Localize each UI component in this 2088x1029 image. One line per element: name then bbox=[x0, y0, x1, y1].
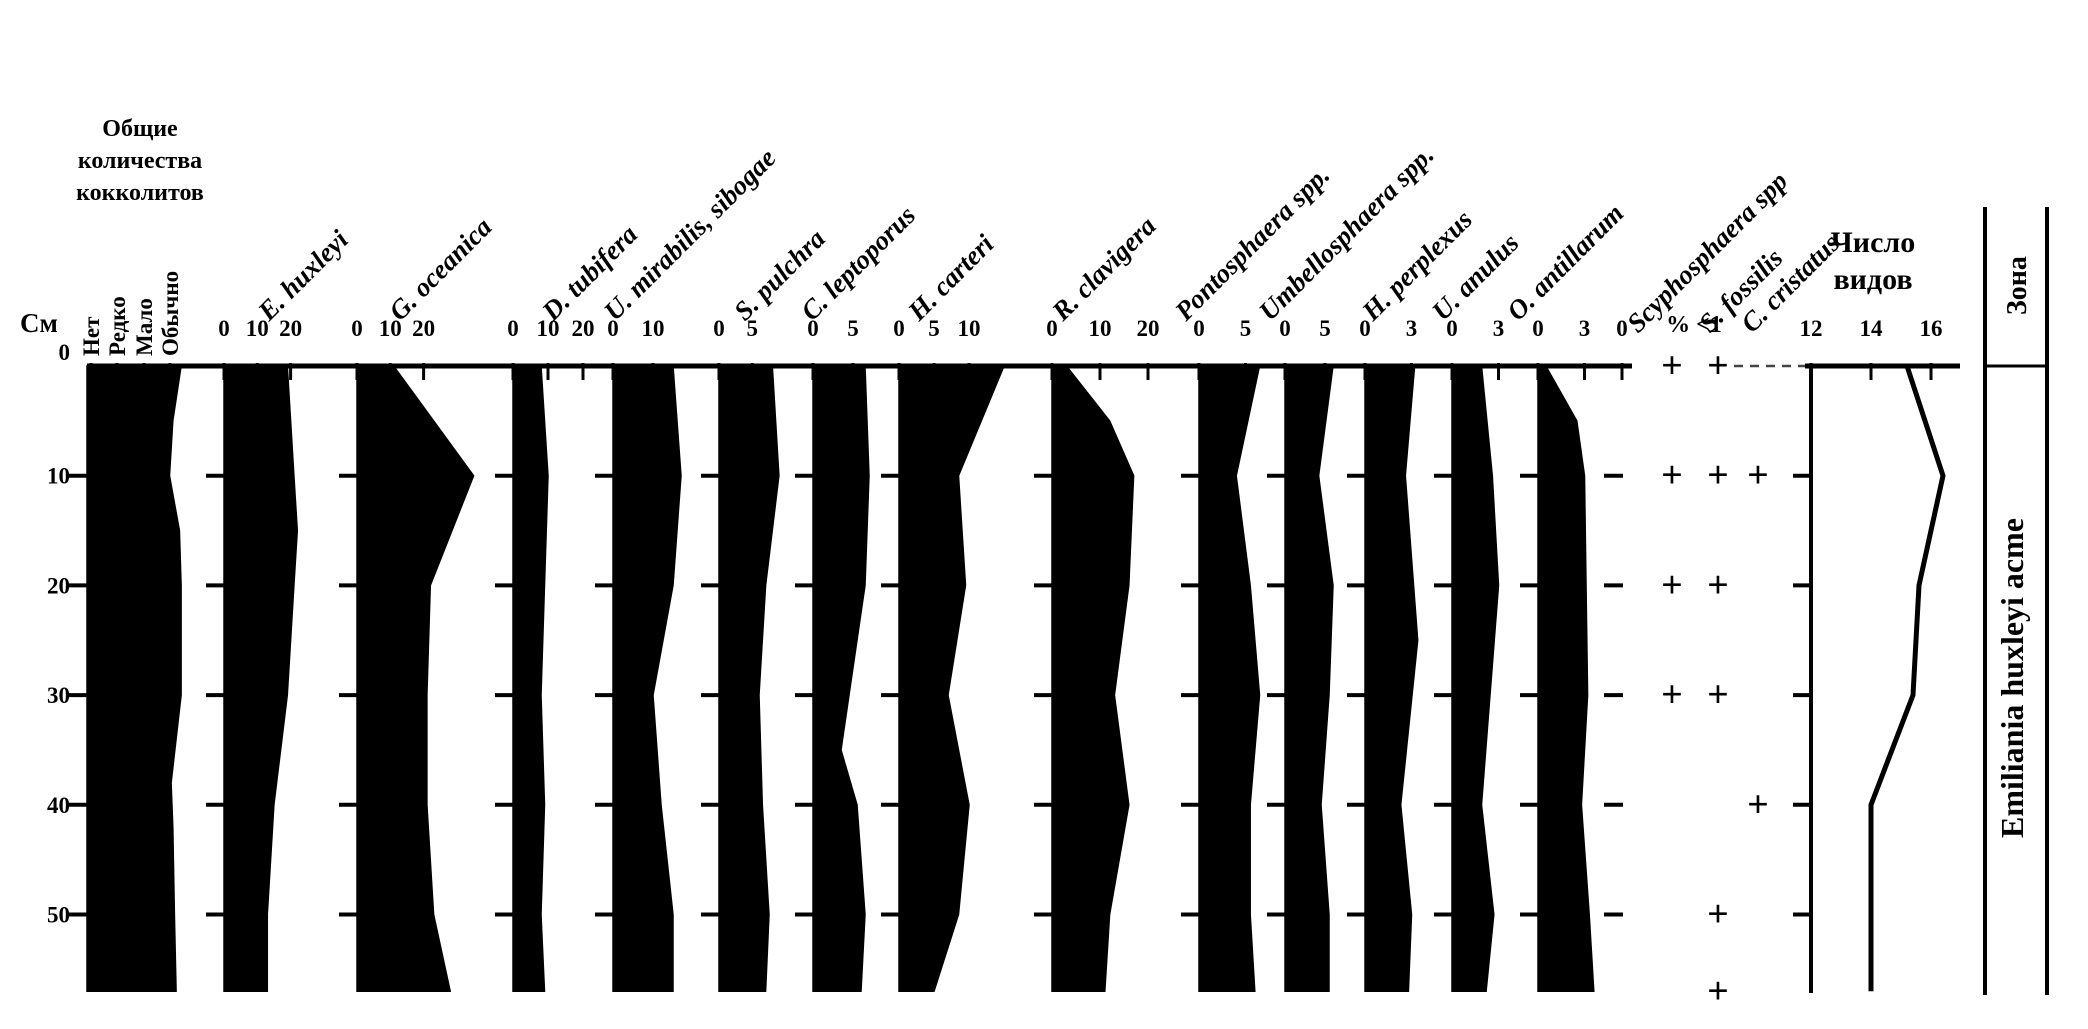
rare-zero-label: 0 bbox=[1616, 316, 1628, 341]
profile-g-oceanica bbox=[356, 365, 475, 993]
plus-mark: + bbox=[1707, 564, 1729, 606]
profile-u-anulus bbox=[1451, 365, 1500, 993]
profile-h-perplexus bbox=[1364, 365, 1419, 993]
scale-label: 0 bbox=[1279, 316, 1291, 341]
scale-label: 10 bbox=[379, 316, 402, 341]
scale-label: 3 bbox=[1579, 316, 1591, 341]
total-header-line-1: Общие bbox=[102, 116, 178, 142]
species-count-line bbox=[1868, 365, 1946, 992]
scale-label: 3 bbox=[1493, 316, 1505, 341]
species-name-label: R. clavigera bbox=[1045, 211, 1161, 327]
plus-mark: + bbox=[1661, 455, 1683, 497]
depth-axis-unit-label: См bbox=[20, 308, 58, 338]
profile-d-tubifera bbox=[512, 365, 549, 993]
profile-r-clavigera bbox=[1051, 365, 1135, 993]
scale-label: 5 bbox=[747, 316, 759, 341]
profile-pontosphaera-spp- bbox=[1198, 365, 1261, 993]
scale-label: 5 bbox=[1240, 316, 1252, 341]
count-scale-label: 14 bbox=[1860, 316, 1884, 341]
scale-label: 20 bbox=[279, 316, 302, 341]
plus-mark: + bbox=[1707, 674, 1729, 716]
profile-h-carteri bbox=[898, 365, 1006, 993]
scale-label: 10 bbox=[958, 316, 981, 341]
species-count-header: Число видов bbox=[1798, 224, 1948, 298]
scale-label: 0 bbox=[1193, 316, 1205, 341]
profile-e-huxleyi bbox=[223, 365, 299, 993]
scale-label: 0 bbox=[1046, 316, 1058, 341]
depth-label: 50 bbox=[47, 903, 70, 928]
depth-label: 40 bbox=[47, 793, 70, 818]
depth-label: 10 bbox=[47, 464, 70, 489]
scale-label: 0 bbox=[807, 316, 819, 341]
species-name-label: H. carteri bbox=[901, 228, 1000, 327]
plus-mark: + bbox=[1661, 564, 1683, 606]
category-label: Редко bbox=[105, 296, 130, 356]
plus-mark: + bbox=[1747, 784, 1769, 826]
profile-o-antillarum bbox=[1537, 365, 1595, 993]
plus-mark: + bbox=[1661, 345, 1683, 387]
plus-mark: + bbox=[1707, 970, 1729, 1012]
species-name-label: Pontosphaera spp. bbox=[1168, 160, 1335, 327]
depth-label: 30 bbox=[47, 683, 70, 708]
species-name-label: E. huxleyi bbox=[251, 224, 354, 327]
plus-mark: + bbox=[1707, 455, 1729, 497]
zone-name-label: Emiliania huxleyi acme bbox=[1994, 518, 2030, 838]
species-count-header-line-1: Число bbox=[1830, 226, 1916, 259]
scale-label: 0 bbox=[1446, 316, 1458, 341]
species-name-label: C. leptoporus bbox=[795, 200, 921, 326]
scale-label: 0 bbox=[893, 316, 905, 341]
species-name-label: G. oceanica bbox=[383, 212, 498, 327]
scale-label: 0 bbox=[507, 316, 519, 341]
species-name-label: O. antillarum bbox=[1501, 198, 1629, 326]
profile-c-leptoporus bbox=[812, 365, 870, 993]
plus-mark: + bbox=[1707, 345, 1729, 387]
species-count-header-line-2: видов bbox=[1833, 263, 1913, 296]
scale-label: 0 bbox=[607, 316, 619, 341]
rare-percent-note: % <1 bbox=[1666, 312, 1722, 338]
total-header-line-3: кокколитов bbox=[76, 180, 204, 206]
profile-total-abundance bbox=[86, 365, 182, 993]
scale-label: 0 bbox=[713, 316, 725, 341]
scale-label: 5 bbox=[847, 316, 859, 341]
total-header-line-2: количества bbox=[77, 148, 203, 174]
scale-label: 10 bbox=[642, 316, 665, 341]
count-scale-label: 16 bbox=[1920, 316, 1943, 341]
plus-mark: + bbox=[1747, 455, 1769, 497]
scale-label: 5 bbox=[1319, 316, 1331, 341]
scale-label: 0 bbox=[1359, 316, 1371, 341]
profile-u-mirabilis-sibogae bbox=[612, 365, 682, 993]
category-label: Обычно bbox=[158, 271, 183, 356]
category-label: Нет bbox=[79, 316, 104, 356]
depth-label: 20 bbox=[47, 573, 70, 598]
scale-label: 0 bbox=[351, 316, 363, 341]
scale-label: 10 bbox=[537, 316, 560, 341]
total-abundance-header: Общие количества кокколитов bbox=[57, 113, 223, 209]
count-scale-label: 12 bbox=[1800, 316, 1823, 341]
scale-label: 20 bbox=[572, 316, 595, 341]
plus-mark: + bbox=[1661, 674, 1683, 716]
scale-label: 3 bbox=[1406, 316, 1418, 341]
depth-label: 0 bbox=[59, 340, 71, 365]
category-label: Мало bbox=[132, 298, 157, 356]
plus-mark: + bbox=[1707, 894, 1729, 936]
zone-column-header: Зона bbox=[2002, 256, 2033, 315]
profile-s-pulchra bbox=[718, 365, 780, 993]
scale-label: 10 bbox=[1089, 316, 1112, 341]
scale-label: 0 bbox=[1532, 316, 1544, 341]
profile-umbellosphaera-spp- bbox=[1284, 365, 1334, 993]
scale-label: 20 bbox=[1137, 316, 1160, 341]
scale-label: 10 bbox=[246, 316, 269, 341]
scale-label: 20 bbox=[412, 316, 435, 341]
scale-label: 0 bbox=[218, 316, 230, 341]
scale-label: 5 bbox=[928, 316, 940, 341]
